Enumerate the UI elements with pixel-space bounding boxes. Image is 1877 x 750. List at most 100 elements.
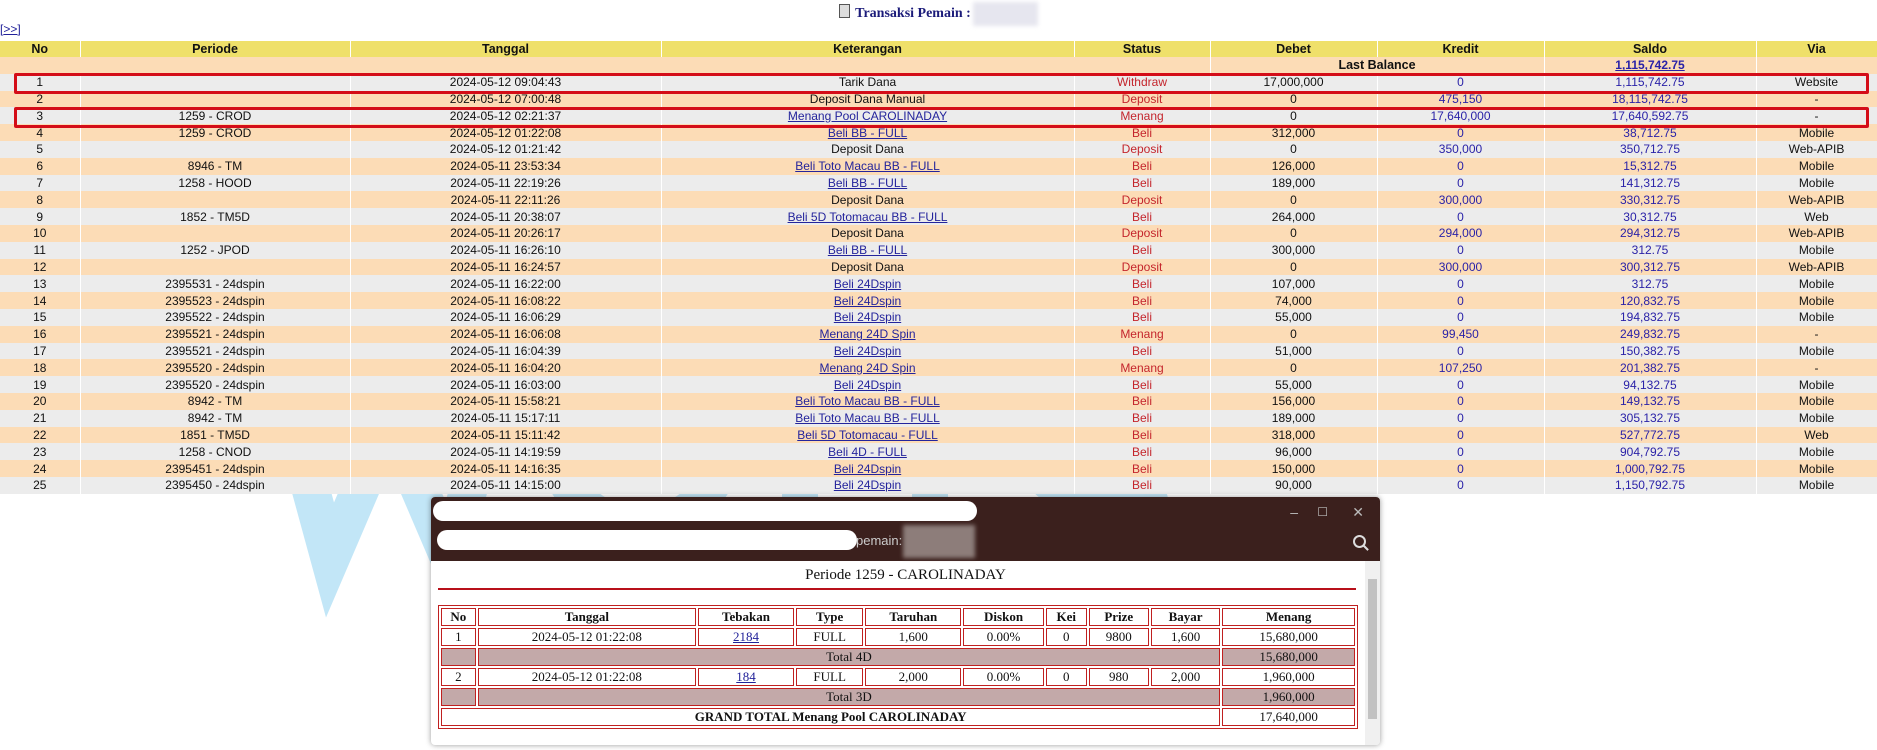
cell-debet: 55,000 (1210, 308, 1378, 326)
cell-debet: 107,000 (1210, 275, 1378, 293)
cell-saldo: 1,000,792.75 (1544, 460, 1757, 477)
table-row: 25 2395450 - 24dspin 2024-05-11 14:15:00… (0, 476, 1877, 494)
subtotal-value: 1,960,000 (1222, 688, 1355, 706)
keterangan-link[interactable]: Beli 24Dspin (833, 461, 902, 476)
cell-via: Mobile (1756, 376, 1877, 393)
table-row: 11 1252 - JPOD 2024-05-11 16:26:10 Beli … (0, 241, 1877, 259)
bet-detail-table: No Tanggal Tebakan Type Taruhan Diskon Kei Priz… (438, 605, 1358, 729)
grand-total-value: 17,640,000 (1222, 708, 1355, 726)
keterangan-link[interactable]: Beli 24Dspin (833, 478, 902, 493)
keterangan-link[interactable]: Beli Toto Macau BB - FULL (795, 159, 940, 174)
cell-tanggal: 2024-05-11 15:17:11 (350, 409, 662, 427)
detail-cell-prize: 980 (1088, 668, 1149, 686)
keterangan-link[interactable]: Beli 5D Totomacau - FULL (797, 427, 938, 442)
cell-tanggal: 2024-05-11 14:19:59 (350, 443, 662, 461)
keterangan-link[interactable]: Beli Toto Macau BB - FULL (795, 411, 940, 426)
redacted-address-bar[interactable] (437, 530, 857, 550)
table-row: 6 8946 - TM 2024-05-11 23:53:34 Beli Tot… (0, 157, 1877, 175)
cell-status: Deposit (1074, 191, 1211, 209)
table-row: 3 1259 - CROD 2024-05-12 02:21:37 Menang… (0, 107, 1877, 125)
keterangan-link[interactable]: Beli 5D Totomacau BB - FULL (787, 209, 948, 224)
cell-no: 17 (0, 342, 81, 360)
keterangan-link[interactable]: Beli Toto Macau BB - FULL (795, 394, 940, 409)
cell-tanggal: 2024-05-11 16:22:00 (350, 275, 662, 293)
cell-no: 20 (0, 392, 81, 410)
cell-saldo: 312.75 (1544, 275, 1757, 293)
cell-via: Mobile (1756, 174, 1877, 192)
keterangan-link[interactable]: Beli 4D - FULL (828, 444, 907, 459)
cell-periode: 1259 - CROD (80, 107, 351, 125)
cell-tanggal: 2024-05-11 20:38:07 (350, 208, 662, 225)
keterangan-link[interactable]: Beli 24Dspin (833, 343, 902, 358)
cell-keterangan: Beli 4D - FULL (661, 443, 1075, 461)
subtotal-row: Total 3D 1,960,000 (441, 688, 1355, 706)
minimize-button[interactable]: – (1290, 504, 1298, 520)
maximize-button[interactable]: ☐ (1317, 505, 1328, 519)
zoom-icon[interactable] (1353, 535, 1366, 548)
keterangan-link[interactable]: Menang 24D Spin (819, 360, 916, 375)
cell-via: Mobile (1756, 308, 1877, 326)
table-row: 15 2395522 - 24dspin 2024-05-11 16:06:29… (0, 308, 1877, 326)
cell-kredit: 0 (1377, 157, 1545, 175)
cell-no: 11 (0, 241, 81, 259)
popup-scrollbar[interactable] (1365, 561, 1380, 745)
cell-via: Mobile (1756, 157, 1877, 175)
cell-status: Beli (1074, 275, 1211, 293)
cell-tanggal: 2024-05-12 01:21:42 (350, 140, 662, 158)
keterangan-link[interactable]: Menang 24D Spin (819, 327, 916, 342)
cell-no: 10 (0, 224, 81, 242)
cell-debet: 312,000 (1210, 124, 1378, 141)
table-row: 9 1852 - TM5D 2024-05-11 20:38:07 Beli 5… (0, 208, 1877, 225)
cell-kredit: 0 (1377, 460, 1545, 477)
cell-keterangan: Beli 24Dspin (661, 308, 1075, 326)
cell-no: 8 (0, 191, 81, 209)
cell-saldo: 150,382.75 (1544, 342, 1757, 360)
cell-saldo: 294,312.75 (1544, 224, 1757, 242)
scrollbar-thumb[interactable] (1368, 579, 1377, 719)
cell-periode: 1852 - TM5D (80, 208, 351, 225)
keterangan-link[interactable]: Beli 24Dspin (833, 310, 902, 325)
cell-debet: 126,000 (1210, 157, 1378, 175)
keterangan-link[interactable]: Beli BB - FULL (827, 125, 908, 140)
detail-cell-tanggal: 2024-05-12 01:22:08 (477, 628, 697, 646)
periode-detail-popup: – ☐ ✕ pemain: Periode 1259 - CAROLINADAY… (431, 497, 1380, 745)
cell-periode: 2395520 - 24dspin (80, 359, 351, 377)
table-row: 4 1259 - CROD 2024-05-12 01:22:08 Beli B… (0, 124, 1877, 141)
keterangan-link[interactable]: Beli 24Dspin (833, 276, 902, 291)
cell-periode (80, 224, 351, 242)
cell-keterangan: Beli 5D Totomacau - FULL (661, 426, 1075, 444)
page-title: Transaksi Pemain : (0, 2, 1877, 26)
cell-debet: 55,000 (1210, 376, 1378, 393)
next-page-link[interactable]: >> (3, 22, 18, 36)
keterangan-link[interactable]: Beli 24Dspin (833, 377, 902, 392)
detail-cell-bayar: 1,600 (1150, 628, 1221, 646)
keterangan-link[interactable]: Beli BB - FULL (827, 243, 908, 258)
cell-tanggal: 2024-05-11 14:15:00 (350, 476, 662, 494)
last-balance-value[interactable]: 1,115,742.75 (1544, 57, 1757, 74)
cell-keterangan: Tarik Dana (661, 73, 1075, 91)
cell-saldo: 94,132.75 (1544, 376, 1757, 393)
keterangan-link[interactable]: Beli BB - FULL (827, 175, 908, 190)
cell-tanggal: 2024-05-11 22:19:26 (350, 174, 662, 192)
popup-titlebar: – ☐ ✕ pemain: (431, 497, 1380, 561)
cell-keterangan: Beli 24Dspin (661, 376, 1075, 393)
keterangan-link[interactable]: Beli 24Dspin (833, 293, 902, 308)
table-header: No Periode Tanggal Keterangan Status Debet Kre… (0, 41, 1877, 57)
keterangan-link[interactable]: Menang Pool CAROLINADAY (787, 108, 948, 123)
tebakan-link[interactable]: 184 (736, 669, 756, 684)
close-button[interactable]: ✕ (1352, 504, 1364, 520)
cell-keterangan: Beli 24Dspin (661, 292, 1075, 309)
cell-kredit: 0 (1377, 409, 1545, 427)
cell-via: Web-APIB (1756, 140, 1877, 158)
cell-keterangan: Deposit Dana (661, 191, 1075, 209)
cell-status: Beli (1074, 460, 1211, 477)
tebakan-link[interactable]: 2184 (733, 629, 760, 644)
detail-cell-menang: 1,960,000 (1222, 668, 1355, 686)
detail-cell-tebakan: 2184 (698, 628, 794, 646)
cell-via: Web (1756, 208, 1877, 225)
cell-status: Beli (1074, 426, 1211, 444)
redacted-window-title (433, 501, 977, 521)
cell-via: Web (1756, 426, 1877, 444)
detail-header-kei: Kei (1045, 608, 1087, 626)
cell-via: Mobile (1756, 241, 1877, 259)
